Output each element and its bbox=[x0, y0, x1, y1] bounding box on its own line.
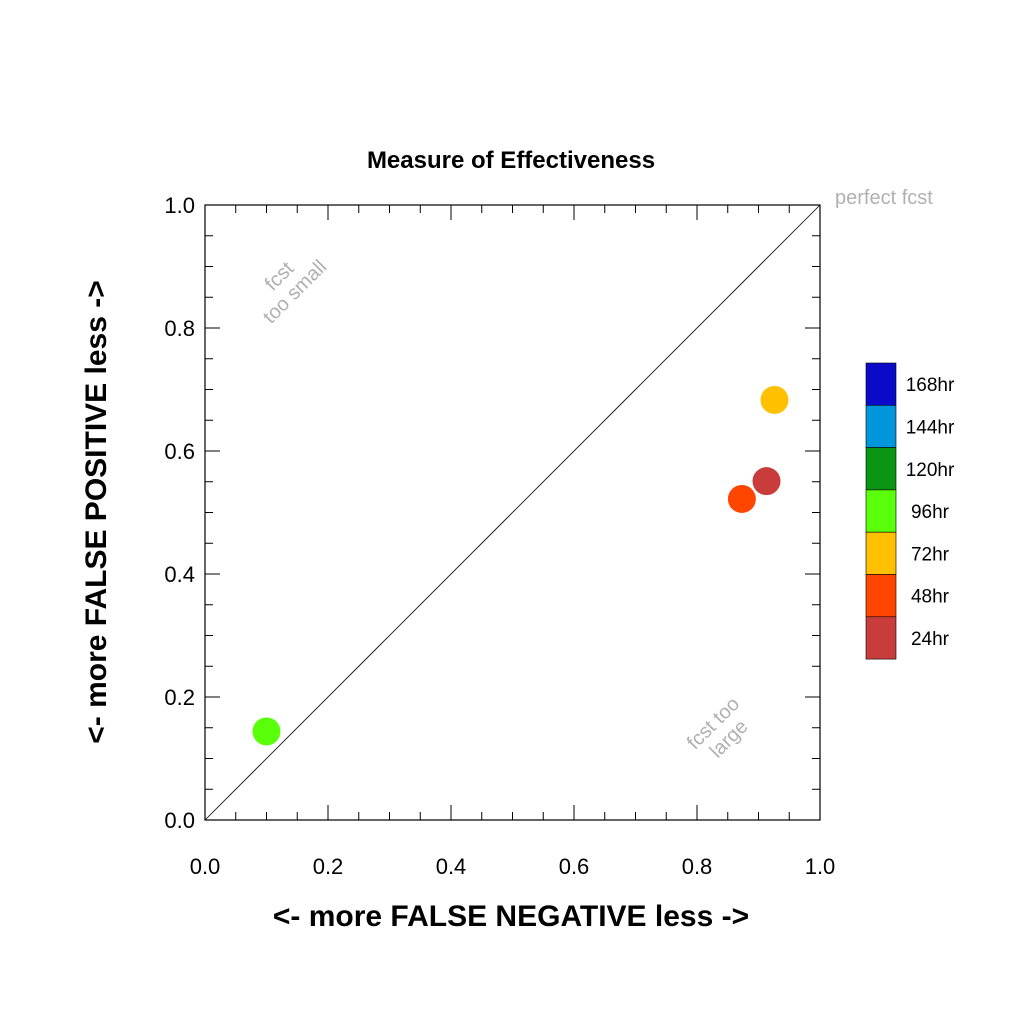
fcst-too-small-annotation: fcst too small bbox=[259, 256, 331, 328]
legend-swatch-72hr bbox=[865, 531, 897, 575]
x-axis-label: <- more FALSE NEGATIVE less -> bbox=[273, 900, 749, 933]
legend-label-144hr: 144hr bbox=[906, 417, 955, 438]
y-tick-labels: 0.0 0.2 0.4 0.6 0.8 1.0 bbox=[164, 193, 195, 833]
x-tick-label: 0.4 bbox=[436, 854, 467, 879]
legend-swatch-96hr bbox=[865, 489, 897, 533]
legend-label-48hr: 48hr bbox=[911, 587, 950, 608]
data-point-96hr bbox=[252, 717, 281, 746]
data-point-48hr bbox=[727, 484, 756, 513]
perfect-fcst-annotation: perfect fcst bbox=[835, 187, 933, 209]
x-tick-label: 0.6 bbox=[559, 854, 590, 879]
legend-label-120hr: 120hr bbox=[906, 460, 955, 481]
fcst-too-large-annotation: fcst too large bbox=[683, 693, 753, 763]
legend-label-96hr: 96hr bbox=[911, 502, 950, 523]
legend: 168hr 144hr 120hr 96hr 72hr 48hr 24hr bbox=[865, 362, 955, 660]
data-point-72hr bbox=[760, 385, 789, 414]
y-tick-label: 0.2 bbox=[164, 685, 195, 710]
plot-frame bbox=[204, 204, 821, 821]
y-tick-label: 0.4 bbox=[164, 562, 195, 587]
y-tick-label: 0.0 bbox=[164, 808, 195, 833]
legend-label-168hr: 168hr bbox=[906, 375, 955, 396]
chart-title: Measure of Effectiveness bbox=[367, 147, 655, 174]
x-tick-label: 1.0 bbox=[805, 854, 836, 879]
legend-swatch-168hr bbox=[865, 362, 897, 406]
legend-swatch-48hr bbox=[865, 574, 897, 618]
data-points bbox=[252, 385, 789, 746]
legend-label-24hr: 24hr bbox=[911, 629, 950, 650]
fcst-too-small-line2: too small bbox=[259, 256, 331, 328]
x-tick-label: 0.0 bbox=[190, 854, 221, 879]
x-tick-label: 0.2 bbox=[313, 854, 344, 879]
data-point-24hr bbox=[752, 467, 781, 496]
y-tick-label: 1.0 bbox=[164, 193, 195, 218]
legend-swatch-24hr bbox=[865, 616, 897, 660]
y-tick-label: 0.6 bbox=[164, 439, 195, 464]
y-tick-label: 0.8 bbox=[164, 316, 195, 341]
legend-swatch-120hr bbox=[865, 447, 897, 491]
y-axis-label: <- more FALSE POSITIVE less -> bbox=[80, 280, 113, 744]
legend-swatch-144hr bbox=[865, 404, 897, 448]
legend-label-72hr: 72hr bbox=[911, 544, 950, 565]
x-tick-labels: 0.0 0.2 0.4 0.6 0.8 1.0 bbox=[190, 854, 836, 879]
x-tick-label: 0.8 bbox=[682, 854, 713, 879]
perfect-forecast-diagonal bbox=[204, 204, 821, 821]
